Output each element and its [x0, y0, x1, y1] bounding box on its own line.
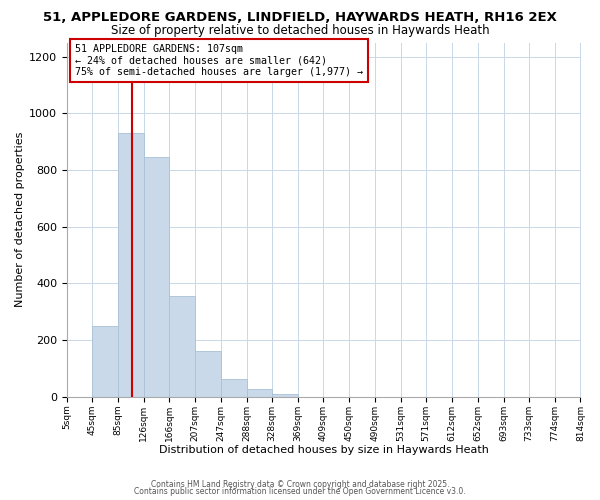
Text: Contains HM Land Registry data © Crown copyright and database right 2025.: Contains HM Land Registry data © Crown c…: [151, 480, 449, 489]
Bar: [272, 394, 298, 397]
Text: 51 APPLEDORE GARDENS: 107sqm
← 24% of detached houses are smaller (642)
75% of s: 51 APPLEDORE GARDENS: 107sqm ← 24% of de…: [75, 44, 363, 78]
Bar: [118, 133, 144, 397]
Bar: [92, 326, 118, 397]
Bar: [169, 296, 195, 397]
Text: Contains public sector information licensed under the Open Government Licence v3: Contains public sector information licen…: [134, 487, 466, 496]
Bar: [221, 379, 247, 397]
Text: Size of property relative to detached houses in Haywards Heath: Size of property relative to detached ho…: [110, 24, 490, 37]
Bar: [247, 389, 272, 397]
Y-axis label: Number of detached properties: Number of detached properties: [15, 132, 25, 308]
Text: 51, APPLEDORE GARDENS, LINDFIELD, HAYWARDS HEATH, RH16 2EX: 51, APPLEDORE GARDENS, LINDFIELD, HAYWAR…: [43, 11, 557, 24]
Bar: [144, 158, 169, 397]
Bar: [195, 352, 221, 397]
X-axis label: Distribution of detached houses by size in Haywards Heath: Distribution of detached houses by size …: [159, 445, 488, 455]
